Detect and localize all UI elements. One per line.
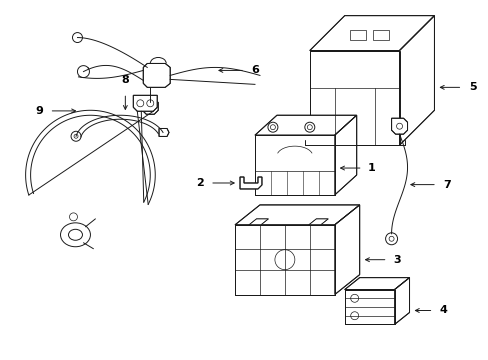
Bar	[309, 50, 399, 145]
Text: 1: 1	[367, 163, 375, 173]
Text: 6: 6	[250, 66, 258, 76]
Polygon shape	[344, 278, 408, 289]
Bar	[372, 30, 388, 40]
Polygon shape	[240, 177, 262, 189]
Text: 8: 8	[121, 75, 129, 85]
Polygon shape	[309, 50, 399, 145]
Polygon shape	[248, 219, 268, 225]
Text: 9: 9	[36, 106, 43, 116]
Polygon shape	[334, 205, 359, 294]
Polygon shape	[143, 63, 170, 87]
Polygon shape	[254, 115, 356, 135]
Text: 2: 2	[196, 178, 203, 188]
Polygon shape	[235, 225, 334, 294]
Polygon shape	[334, 115, 356, 195]
Bar	[349, 30, 365, 40]
Bar	[344, 289, 394, 324]
Polygon shape	[394, 278, 408, 324]
Text: 5: 5	[468, 82, 476, 93]
Text: 3: 3	[393, 255, 400, 265]
Polygon shape	[308, 219, 327, 225]
Bar	[254, 135, 334, 195]
Polygon shape	[344, 289, 394, 324]
Polygon shape	[235, 205, 359, 225]
Text: 7: 7	[442, 180, 450, 190]
Polygon shape	[159, 129, 169, 136]
Polygon shape	[254, 135, 334, 195]
Polygon shape	[309, 15, 433, 50]
Bar	[235, 225, 334, 294]
Polygon shape	[399, 15, 433, 145]
Polygon shape	[142, 102, 158, 114]
Polygon shape	[391, 118, 407, 134]
Text: 4: 4	[439, 306, 447, 315]
Polygon shape	[133, 95, 157, 111]
